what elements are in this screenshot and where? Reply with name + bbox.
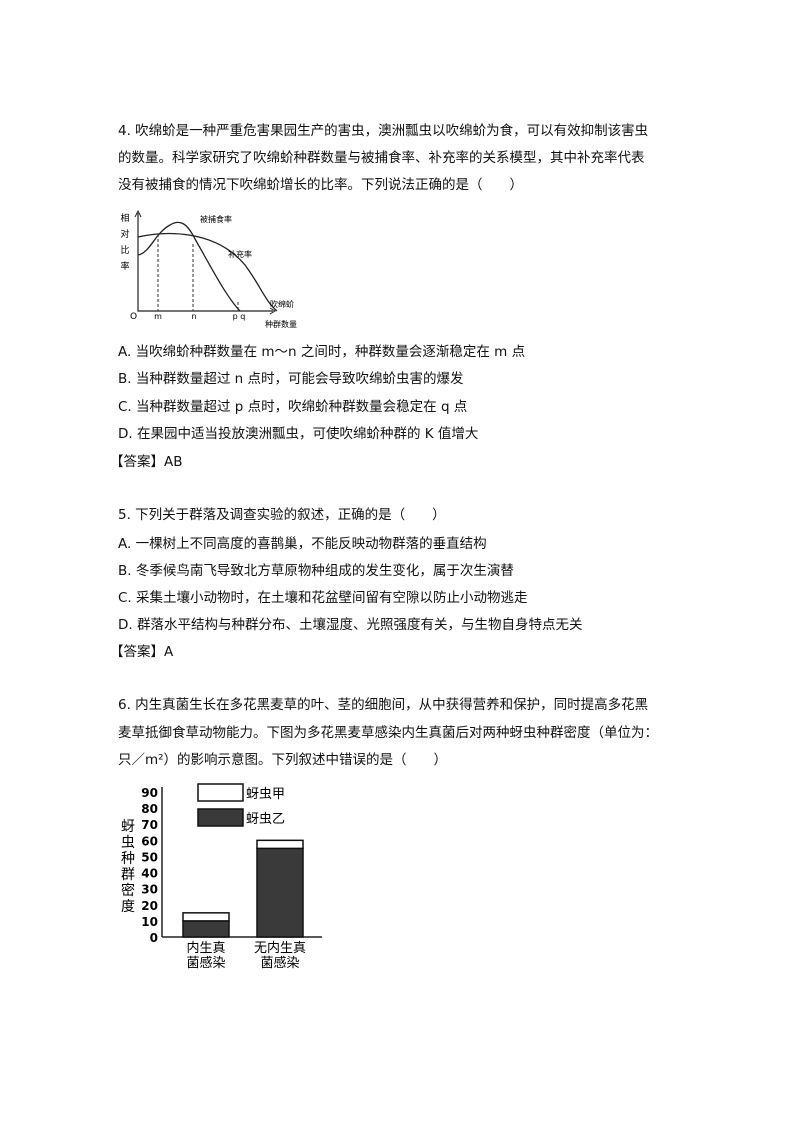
category-label: 菌感染 — [260, 955, 299, 971]
y-tick-label: 0 — [150, 931, 158, 945]
x-arrow — [269, 307, 276, 315]
q6-bar-chart: 0102030405060708090蚜虫种群密度内生真菌感染无内生真菌感染蚜虫… — [121, 783, 322, 971]
legend-label: 蚜虫甲 — [246, 787, 285, 802]
y-label-char: 蚜 — [121, 819, 135, 835]
y-label-char: 率 — [120, 260, 129, 272]
bar-aphid-a — [182, 912, 230, 922]
y-label-char: 群 — [121, 867, 135, 883]
y-tick-label: 30 — [141, 883, 158, 897]
q5-answer: 【答案】A — [110, 644, 174, 660]
category-label: 无内生真 — [254, 940, 306, 956]
category-label: 内生真 — [186, 940, 225, 956]
q4-stem-line: 没有被捕食的情况下吹绵蚧增长的比率。下列说法正确的是（ ） — [118, 177, 523, 193]
q6-stem-line: 6. 内生真菌生长在多花黑麦草的叶、茎的细胞间，从中获得营养和保护，同时提高多花… — [118, 697, 649, 713]
q4-option: A. 当吹绵蚧种群数量在 m～n 之间时，种群数量会逐渐稳定在 m 点 — [118, 344, 526, 360]
predation-rate-label: 被捕食率 — [200, 214, 232, 224]
q4-option: C. 当种群数量超过 p 点时，吹绵蚧种群数量会稳定在 q 点 — [118, 398, 468, 415]
q5-option: D. 群落水平结构与种群分布、土壤湿度、光照强度有关，与生物自身特点无关 — [118, 617, 583, 633]
bar-aphid-a — [256, 839, 304, 850]
y-tick-label: 20 — [141, 899, 158, 913]
y-tick-label: 50 — [141, 850, 158, 864]
axes — [137, 213, 273, 312]
predation-rate-curve — [137, 221, 241, 312]
y-tick-label: 10 — [141, 915, 158, 929]
replenish-rate-curve — [137, 232, 278, 312]
q4-option: B. 当种群数量超过 n 点时，可能会导致吹绵蚧虫害的爆发 — [118, 371, 464, 388]
y-label-char: 相 — [120, 212, 129, 224]
legend-swatch — [197, 783, 244, 802]
category-label: 菌感染 — [186, 955, 225, 971]
x-tick-label: n — [191, 312, 196, 321]
q5-option: B. 冬季候鸟南飞导致北方草原物种组成的发生变化，属于次生演替 — [118, 563, 514, 579]
q4-option: D. 在果园中适当投放澳洲瓢虫，可使吹绵蚧种群的 K 值增大 — [118, 425, 479, 442]
q5-option: C. 采集土壤小动物时，在土壤和花盆壁间留有空隙以防止小动物逃走 — [118, 590, 528, 606]
bar-aphid-b — [182, 920, 230, 938]
q5-option: A. 一棵树上不同高度的喜鹊巢，不能反映动物群落的垂直结构 — [118, 536, 487, 552]
y-tick-label: 60 — [141, 834, 158, 848]
y-arrow — [134, 209, 142, 218]
y-label-char: 密 — [121, 882, 135, 899]
y-tick-label: 80 — [141, 802, 158, 816]
x-tick-label: m — [154, 312, 162, 321]
y-label-char: 度 — [121, 899, 135, 915]
origin-label: O — [130, 312, 137, 322]
q6-stem-line: 只／m²）的影响示意图。下列叙述中错误的是（ ） — [118, 752, 448, 768]
q4-stem-line: 4. 吹绵蚧是一种严重危害果园生产的害虫，澳洲瓢虫以吹绵蚧为食，可以有效抑制该害… — [118, 123, 649, 139]
x-label: 吹绵蚧 — [270, 299, 294, 309]
y-tick-label: 40 — [141, 867, 158, 881]
q6-stem-line: 麦草抵御食草动物能力。下图为多花黑麦草感染内生真菌后对两种蚜虫种群密度（单位为： — [118, 724, 658, 741]
q4-answer: 【答案】AB — [110, 454, 183, 470]
bar-aphid-b — [256, 847, 304, 938]
x-tick-label: p q — [233, 312, 246, 321]
y-label-char: 比 — [120, 244, 129, 256]
y-tick-label: 70 — [141, 818, 158, 832]
replenish-rate-label: 补充率 — [228, 249, 252, 259]
legend-swatch — [197, 808, 244, 827]
y-tick-label: 90 — [141, 786, 158, 800]
y-label-char: 种 — [121, 851, 135, 867]
x-label: 种群数量 — [265, 319, 297, 329]
q4-stem-line: 的数量。科学家研究了吹绵蚧种群数量与被捕食率、补充率的关系模型，其中补充率代表 — [118, 150, 645, 166]
y-label-char: 虫 — [121, 835, 135, 851]
q5-stem-line: 5. 下列关于群落及调查实验的叙述，正确的是（ ） — [118, 507, 446, 523]
legend-label: 蚜虫乙 — [246, 812, 285, 827]
y-label-char: 对 — [120, 228, 129, 240]
